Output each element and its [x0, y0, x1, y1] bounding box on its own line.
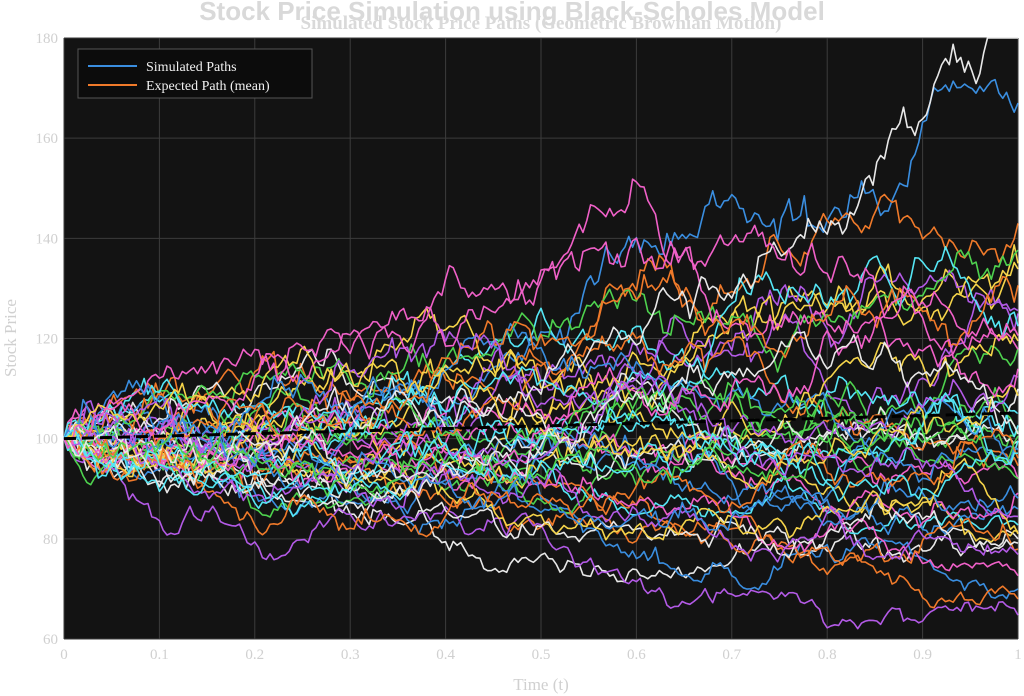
- legend-box: [77, 48, 313, 99]
- simulated-path: [63, 427, 1019, 538]
- x-tick-labels: 0 0.1 0.2 0.3 0.4 0.5 0.6 0.7 0.8 0.9 1: [60, 647, 1022, 663]
- y-tick-label: 60: [43, 632, 58, 648]
- simulated-path: [63, 348, 1019, 458]
- x-tick-label: 0.2: [245, 647, 264, 663]
- simulated-path: [63, 193, 1019, 439]
- x-tick-label: 0.4: [436, 647, 455, 663]
- legend: Simulated Paths Expected Path (mean): [77, 48, 313, 99]
- y-tick-labels: 60 80 100 120 140 160 180: [36, 31, 59, 648]
- simulated-path: [63, 345, 1019, 489]
- y-tick-label: 80: [43, 532, 58, 548]
- simulated-path: [63, 331, 1019, 488]
- simulated-path: [63, 410, 1019, 494]
- simulated-path: [63, 438, 1019, 630]
- simulated-path: [63, 269, 1019, 473]
- simulated-path: [63, 407, 1019, 510]
- simulated-path: [63, 370, 1019, 535]
- simulated-path: [63, 375, 1019, 518]
- legend-label-simulated: Simulated Paths: [146, 60, 237, 75]
- simulated-path: [63, 417, 1019, 500]
- x-tick-label: 0: [60, 647, 68, 663]
- expected-path-line: [63, 411, 1019, 441]
- simulated-path: [63, 245, 1019, 439]
- x-tick-label: 0.7: [722, 647, 741, 663]
- axes-title: Simulated Stock Price Paths (Geometric B…: [301, 13, 782, 34]
- x-tick-label: 0.5: [532, 647, 551, 663]
- simulated-path: [63, 398, 1019, 532]
- simulated-path: [63, 37, 1018, 464]
- y-tick-label: 160: [36, 131, 59, 147]
- x-tick-label: 0.6: [627, 647, 646, 663]
- simulated-path: [63, 396, 1019, 577]
- y-tick-label: 120: [36, 332, 59, 348]
- legend-label-expected: Expected Path (mean): [146, 79, 270, 94]
- simulated-path: [63, 392, 1019, 493]
- x-axis-label: Time (t): [513, 675, 569, 694]
- x-tick-label: 0.8: [818, 647, 837, 663]
- x-tick-label: 0.3: [341, 647, 360, 663]
- y-tick-label: 180: [36, 31, 59, 47]
- x-tick-label: 1: [1014, 647, 1022, 663]
- figure-suptitle: Stock Price Simulation using Black-Schol…: [199, 0, 825, 26]
- simulated-path: [63, 178, 1019, 449]
- y-axis-label: Stock Price: [1, 299, 20, 377]
- simulated-path: [63, 237, 1019, 440]
- y-tick-label: 100: [36, 432, 59, 448]
- x-tick-label: 0.9: [913, 647, 932, 663]
- simulated-path: [63, 415, 1019, 497]
- x-tick-label: 0.1: [150, 647, 169, 663]
- simulated-path: [63, 395, 1019, 541]
- y-tick-label: 140: [36, 231, 59, 247]
- simulated-path: [63, 430, 1019, 600]
